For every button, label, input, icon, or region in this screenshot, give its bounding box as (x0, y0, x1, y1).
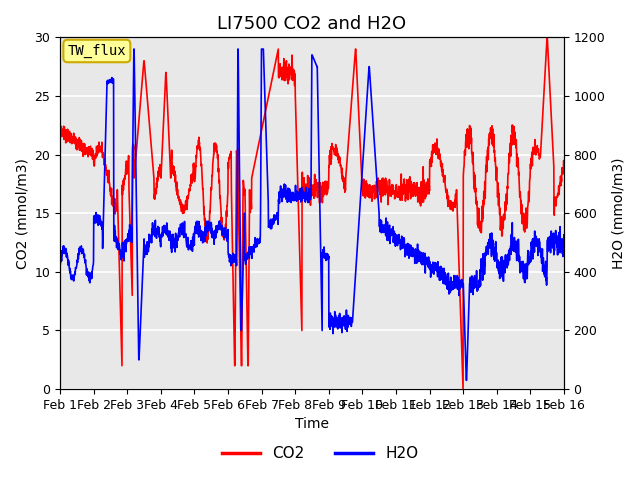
Y-axis label: H2O (mmol/m3): H2O (mmol/m3) (611, 157, 625, 269)
Text: TW_flux: TW_flux (68, 44, 126, 58)
Title: LI7500 CO2 and H2O: LI7500 CO2 and H2O (218, 15, 406, 33)
Y-axis label: CO2 (mmol/m3): CO2 (mmol/m3) (15, 158, 29, 269)
X-axis label: Time: Time (295, 418, 329, 432)
Legend: CO2, H2O: CO2, H2O (216, 440, 424, 468)
